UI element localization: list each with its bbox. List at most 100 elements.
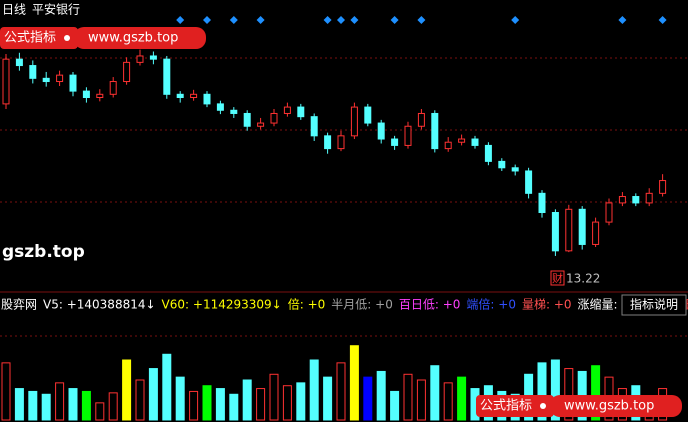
candle-body <box>176 93 184 99</box>
volume-bar <box>55 382 65 421</box>
candle-body <box>458 138 466 143</box>
candle-body <box>163 58 171 95</box>
candle-body <box>297 106 305 118</box>
candle-body <box>525 170 533 194</box>
candle-body <box>417 112 425 127</box>
candle-body <box>551 212 559 252</box>
badge-dot <box>540 403 546 409</box>
volume-bar <box>430 365 440 421</box>
volume-bar <box>403 373 413 421</box>
signal <box>256 16 265 24</box>
candle-body <box>190 93 198 99</box>
candle-body <box>15 58 23 67</box>
indicator-item: 倍: +0 <box>288 297 326 312</box>
candle-body <box>42 77 50 83</box>
volume-bar <box>95 402 105 421</box>
badge-dot <box>64 35 70 41</box>
volume-bar <box>28 390 38 421</box>
candle-body <box>243 112 251 127</box>
candle-body <box>149 55 157 60</box>
signal <box>323 16 332 24</box>
candle-body <box>444 141 452 150</box>
indicator-item: V5: +140388814↓ <box>43 298 156 312</box>
badge-url: www.gszb.top <box>564 399 654 414</box>
volume-bar <box>591 365 601 421</box>
volume-bar <box>202 385 212 421</box>
volume-bar <box>269 373 279 421</box>
badge-url: www.gszb.top <box>88 31 178 46</box>
button-label[interactable]: 指标说明 <box>630 297 678 312</box>
signal <box>511 16 520 24</box>
indicator-item: 端倍: +0 <box>466 297 516 312</box>
candle-body <box>578 208 586 245</box>
badge[interactable]: 公式指标 www.gszb.top <box>476 395 682 417</box>
candle-body <box>257 122 265 127</box>
indicator-bar <box>0 295 688 315</box>
badge[interactable]: 公式指标 www.gszb.top <box>0 27 206 49</box>
volume-bar <box>108 392 118 421</box>
indicator-items: 股弈网 V5: +140388814↓ V60: +114293309↓ 倍: +0 半… <box>1 297 688 312</box>
volume-bar <box>550 359 560 421</box>
candle-body <box>565 208 573 252</box>
volume-bar <box>323 376 333 421</box>
volume-bar <box>457 376 467 421</box>
volume-bar <box>162 353 172 421</box>
tag-box <box>550 270 565 286</box>
period: 日线 <box>2 3 26 17</box>
volume-bar <box>416 379 426 421</box>
volume-bar <box>564 368 574 421</box>
signal <box>417 16 426 24</box>
candle-body <box>123 61 131 83</box>
signal <box>337 16 345 24</box>
volume-bar <box>68 388 78 421</box>
signal <box>350 16 359 24</box>
candle-body <box>324 135 332 150</box>
volume-bar <box>242 379 252 421</box>
low-tag: 财 <box>552 271 563 285</box>
button[interactable] <box>621 294 687 316</box>
volume-bar <box>189 390 199 421</box>
badge-right <box>550 395 682 417</box>
candle-body <box>96 93 104 99</box>
candle-body <box>337 135 345 150</box>
candle-body <box>511 167 519 172</box>
signal <box>176 16 185 24</box>
candle-body <box>69 74 77 92</box>
watermark: gszb.top <box>2 242 85 262</box>
candle-body <box>136 55 144 63</box>
signal <box>229 16 238 24</box>
volume-bar <box>14 388 24 421</box>
badge-label: 公式指标 <box>480 399 532 414</box>
candle-body <box>404 125 412 146</box>
volume-bar <box>390 390 400 421</box>
volume-bar <box>81 390 91 421</box>
volume-bar <box>376 370 386 421</box>
candle-body <box>431 112 439 150</box>
volume-bar <box>336 362 346 421</box>
candle-body <box>391 138 399 146</box>
volume-bar <box>215 388 225 421</box>
volume-bar <box>296 382 306 421</box>
volume-bar <box>349 345 359 421</box>
badge-left <box>476 395 554 417</box>
volume-bar <box>229 393 239 421</box>
plot <box>1 16 668 421</box>
candle-body <box>498 160 506 169</box>
volume-bar <box>256 388 266 421</box>
signal <box>390 16 399 24</box>
indicator-item: 百日低: +0 <box>399 298 461 312</box>
indicator-item: 半月低: +0 <box>331 298 393 312</box>
candle-body <box>659 180 667 194</box>
volume-bar <box>363 376 373 421</box>
candle-body <box>618 196 626 204</box>
candle-body <box>270 112 278 124</box>
candle-body <box>538 192 546 213</box>
candle-body <box>310 116 318 137</box>
signal <box>658 16 667 24</box>
candle-body <box>82 90 90 99</box>
candle-body <box>109 81 117 95</box>
stock-name: 平安银行 <box>32 2 80 17</box>
low-label: 13.22 <box>566 272 600 286</box>
indicator-item: V60: +114293309↓ <box>162 298 282 312</box>
